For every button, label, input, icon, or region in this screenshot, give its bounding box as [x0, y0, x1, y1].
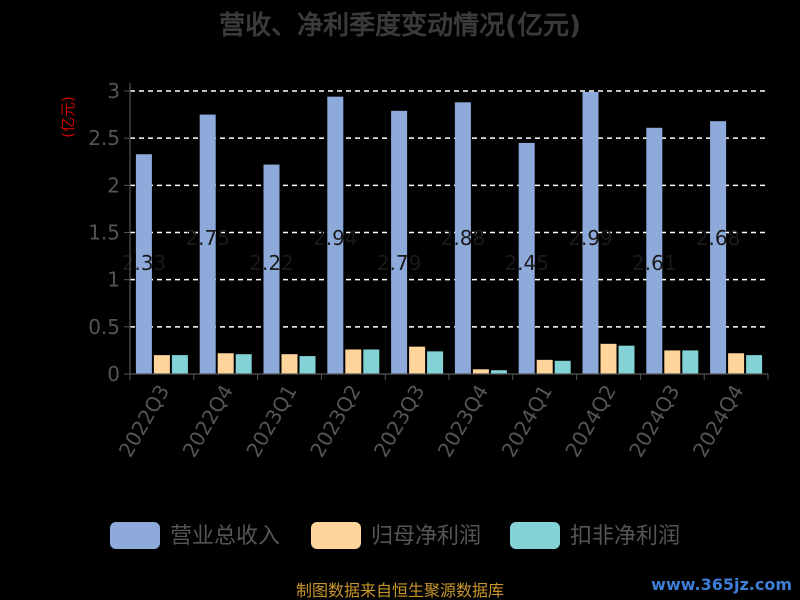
legend-label-1: 营业总收入: [170, 524, 280, 549]
y-tick-label: 0.5: [88, 315, 120, 339]
bar-2-2024Q4: [728, 353, 745, 374]
data-label: 2.61: [632, 251, 677, 275]
data-label: 2.33: [122, 251, 167, 275]
bar-2-2024Q1: [536, 359, 553, 374]
bar-3-2023Q2: [363, 349, 380, 374]
x-tick-label: 2024Q1: [497, 381, 557, 462]
y-tick-label: 3: [107, 79, 120, 103]
x-tick-label: 2023Q4: [433, 381, 493, 462]
data-label: 2.79: [377, 251, 422, 275]
bar-3-2024Q1: [554, 360, 571, 374]
y-tick-label: 2: [107, 173, 120, 197]
x-tick-label: 2023Q3: [369, 381, 429, 462]
bars: [135, 91, 763, 375]
bar-1-2022Q4: [199, 114, 216, 374]
legend-label-2: 归母净利润: [371, 524, 481, 549]
bar-1-2024Q3: [646, 127, 663, 374]
bar-3-2023Q1: [299, 356, 316, 374]
y-tick-label: 0: [107, 362, 120, 386]
bar-3-2024Q3: [682, 350, 699, 374]
y-tick-label: 2.5: [88, 126, 120, 150]
bar-2-2022Q3: [153, 355, 170, 374]
bar-2-2024Q3: [664, 350, 681, 374]
watermark: www.365jz.com: [651, 575, 792, 594]
bar-1-2023Q1: [263, 164, 280, 374]
legend-swatch-1: [110, 522, 160, 549]
bar-3-2023Q3: [427, 351, 444, 374]
y-tick-label: 1: [107, 268, 120, 292]
bar-2-2023Q3: [409, 346, 426, 374]
data-label: 2.88: [441, 226, 486, 250]
data-label: 2.68: [696, 226, 741, 250]
x-tick-label: 2022Q4: [178, 381, 238, 462]
bar-3-2023Q4: [490, 370, 507, 374]
data-label: 2.94: [313, 226, 358, 250]
bar-3-2022Q4: [235, 354, 252, 374]
legend-swatch-2: [311, 522, 361, 549]
data-label: 2.22: [249, 251, 294, 275]
bar-1-2023Q2: [327, 96, 344, 374]
y-axis-label: (亿元): [59, 96, 77, 138]
bar-3-2024Q2: [618, 345, 635, 374]
x-tick-label: 2024Q3: [624, 381, 684, 462]
x-tick-label: 2024Q2: [560, 381, 620, 462]
bar-2-2023Q4: [472, 369, 489, 374]
bar-2-2022Q4: [217, 353, 234, 374]
bar-2-2023Q2: [345, 349, 362, 374]
gridlines: [130, 90, 768, 328]
data-labels: 2.33 2.75 2.22 2.94 2.79 2.88 2.45 2.99 2.61 2.68: [122, 226, 741, 275]
legend-swatch-3: [510, 522, 560, 549]
y-axis-ticks: 0 0.5 1 1.5 2 2.5 3: [88, 79, 130, 386]
bar-2-2024Q2: [600, 343, 617, 374]
bar-3-2022Q3: [171, 355, 188, 374]
bar-1-2023Q3: [391, 110, 408, 374]
data-label: 2.99: [568, 226, 613, 250]
y-tick-label: 1.5: [88, 221, 120, 245]
data-label: 2.75: [185, 226, 230, 250]
bar-2-2023Q1: [281, 354, 298, 374]
x-tick-label: 2023Q2: [305, 381, 365, 462]
bar-1-2024Q1: [518, 142, 535, 374]
x-tick-label: 2023Q1: [241, 381, 301, 462]
source-note: 制图数据来自恒生聚源数据库: [296, 581, 504, 600]
legend: 营业总收入 归母净利润 扣非净利润: [110, 522, 680, 549]
bar-3-2024Q4: [746, 355, 763, 374]
legend-label-3: 扣非净利润: [570, 524, 680, 549]
bar-1-2024Q4: [710, 121, 727, 374]
x-axis-ticks: 2022Q3 2022Q4 2023Q1 2023Q2 2023Q3 2023Q4 2024…: [114, 374, 769, 462]
bar-1-2023Q4: [454, 102, 471, 374]
bar-1-2024Q2: [582, 91, 599, 375]
x-tick-label: 2024Q4: [688, 381, 748, 462]
data-label: 2.45: [504, 251, 549, 275]
bar-1-2022Q3: [135, 154, 152, 374]
x-tick-label: 2022Q3: [114, 381, 174, 462]
chart-title: 营收、净利季度变动情况(亿元): [219, 10, 581, 41]
